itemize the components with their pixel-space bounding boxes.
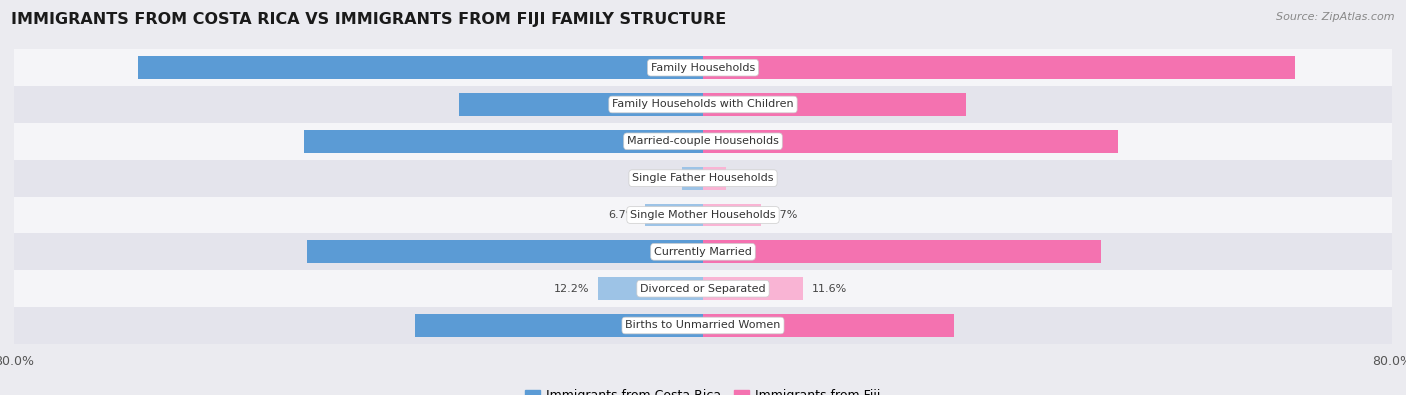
- Bar: [0, 123, 1406, 160]
- Text: 2.7%: 2.7%: [735, 173, 763, 183]
- Text: Currently Married: Currently Married: [654, 247, 752, 257]
- Text: 33.4%: 33.4%: [651, 320, 690, 331]
- Text: Source: ZipAtlas.com: Source: ZipAtlas.com: [1277, 12, 1395, 22]
- Bar: [0, 197, 1406, 233]
- Text: IMMIGRANTS FROM COSTA RICA VS IMMIGRANTS FROM FIJI FAMILY STRUCTURE: IMMIGRANTS FROM COSTA RICA VS IMMIGRANTS…: [11, 12, 727, 27]
- Bar: [307, 241, 703, 263]
- Text: 6.7%: 6.7%: [609, 210, 637, 220]
- Text: 12.2%: 12.2%: [554, 284, 589, 293]
- Bar: [703, 167, 727, 190]
- Text: Single Father Households: Single Father Households: [633, 173, 773, 183]
- Bar: [703, 56, 1295, 79]
- Text: 46.0%: 46.0%: [651, 247, 690, 257]
- Bar: [0, 49, 1406, 86]
- Bar: [645, 203, 703, 226]
- Text: 46.3%: 46.3%: [651, 136, 690, 146]
- Bar: [138, 56, 703, 79]
- Bar: [703, 130, 1118, 153]
- Bar: [703, 241, 1101, 263]
- Bar: [703, 203, 761, 226]
- Legend: Immigrants from Costa Rica, Immigrants from Fiji: Immigrants from Costa Rica, Immigrants f…: [520, 384, 886, 395]
- Bar: [460, 93, 703, 116]
- Bar: [703, 277, 803, 300]
- Bar: [0, 86, 1406, 123]
- Bar: [304, 130, 703, 153]
- Bar: [0, 307, 1406, 344]
- Text: 46.2%: 46.2%: [716, 247, 755, 257]
- Bar: [0, 270, 1406, 307]
- Text: Married-couple Households: Married-couple Households: [627, 136, 779, 146]
- Text: 65.6%: 65.6%: [651, 63, 690, 73]
- Text: 2.4%: 2.4%: [645, 173, 673, 183]
- Text: Family Households: Family Households: [651, 63, 755, 73]
- Bar: [0, 233, 1406, 270]
- Text: 48.2%: 48.2%: [716, 136, 755, 146]
- Text: Divorced or Separated: Divorced or Separated: [640, 284, 766, 293]
- Text: 11.6%: 11.6%: [811, 284, 846, 293]
- Text: 6.7%: 6.7%: [769, 210, 797, 220]
- Bar: [598, 277, 703, 300]
- Bar: [703, 314, 955, 337]
- Text: 29.2%: 29.2%: [716, 320, 755, 331]
- Bar: [682, 167, 703, 190]
- Bar: [703, 93, 966, 116]
- Text: Family Households with Children: Family Households with Children: [612, 100, 794, 109]
- Text: Single Mother Households: Single Mother Households: [630, 210, 776, 220]
- Text: 28.3%: 28.3%: [651, 100, 690, 109]
- Bar: [0, 160, 1406, 197]
- Text: 30.5%: 30.5%: [716, 100, 754, 109]
- Bar: [415, 314, 703, 337]
- Text: 68.8%: 68.8%: [716, 63, 755, 73]
- Text: Births to Unmarried Women: Births to Unmarried Women: [626, 320, 780, 331]
